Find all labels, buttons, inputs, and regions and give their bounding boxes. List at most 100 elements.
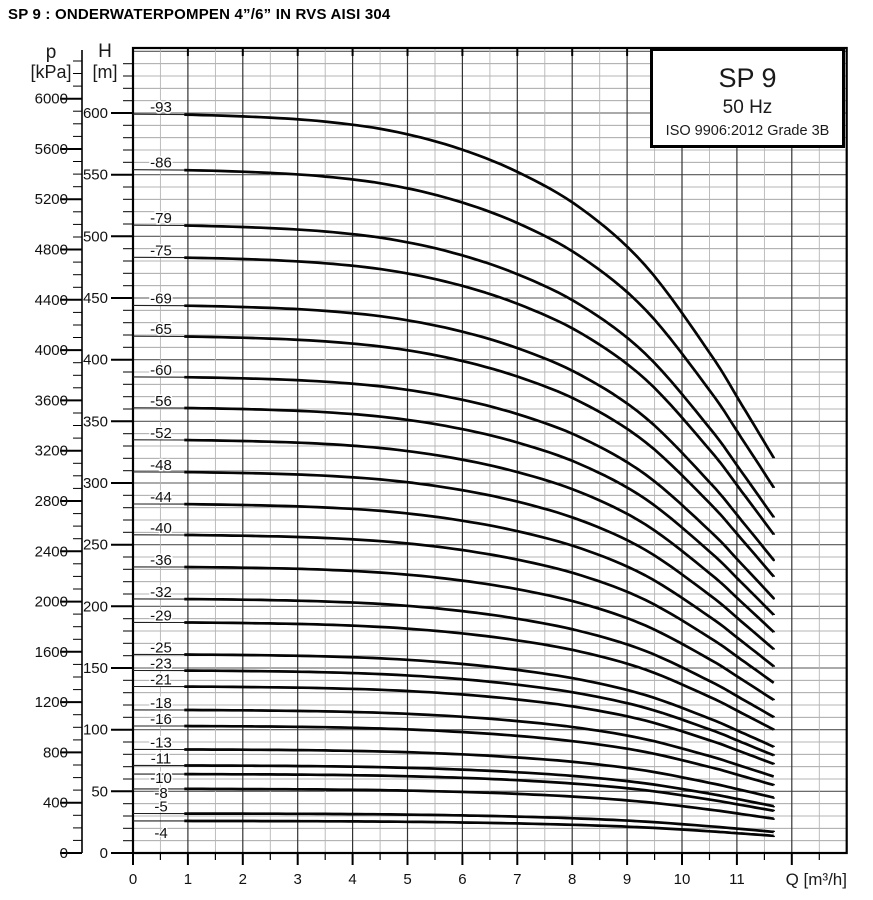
p-tick-label: 0 [60,845,68,862]
curve-label: -69 [150,290,172,307]
q-tick-label: 7 [513,871,521,888]
q-tick-label: 10 [674,871,691,888]
pressure-axis-unit: [kPa] [30,62,72,82]
curve-label: -93 [150,99,172,116]
pump-curve [184,685,776,766]
p-tick-label: 1600 [35,644,68,661]
pump-curve [184,653,776,749]
p-tick-label: 3600 [35,392,68,409]
h-tick-label: 0 [100,845,108,862]
p-tick-label: 5200 [35,191,68,208]
p-tick-label: 3200 [35,443,68,460]
curve-label: -44 [150,489,172,506]
curve-label: -65 [150,321,172,338]
legend-frequency: 50 Hz [722,97,773,118]
pump-curve [184,708,775,778]
pump-curve [184,621,776,731]
pump-curve [184,224,776,519]
q-tick-label: 1 [184,871,192,888]
curve-label: -56 [150,393,172,410]
curve-label: -36 [150,552,172,569]
head-axis-symbol: H [98,41,112,62]
pump-curve [184,168,776,489]
p-tick-label: 5600 [35,141,68,158]
h-tick-label: 250 [83,537,108,554]
q-tick-label: 9 [623,871,631,888]
curve-label: -13 [150,734,172,751]
pump-curve [184,375,776,600]
h-tick-label: 500 [83,228,108,245]
h-tick-label: 350 [83,413,108,430]
p-tick-label: 6000 [35,91,68,108]
pump-curve [184,669,776,757]
p-tick-label: 2400 [35,543,68,560]
pump-curve [184,764,776,808]
curve-label: -86 [150,155,172,172]
curve-label: -11 [151,750,172,767]
curve-label: -48 [150,457,172,474]
curve-label: -32 [150,584,172,601]
h-tick-label: 450 [83,290,108,307]
pump-curve [184,470,776,651]
q-tick-label: 4 [348,871,356,888]
pump-curve [184,438,776,634]
curve-label: -75 [150,242,172,259]
h-tick-label: 400 [83,352,108,369]
q-tick-label: 8 [568,871,576,888]
curve-label: -10 [150,770,172,787]
legend-pump-model: SP 9 [718,63,777,93]
curve-label: -16 [150,711,172,728]
pump-curve [184,724,776,787]
flow-axis-label: Q [m³/h] [785,870,847,889]
page-title: SP 9 : ONDERWATERPOMPEN 4”/6” IN RVS AIS… [8,6,391,23]
p-tick-label: 2800 [35,493,68,510]
p-tick-label: 4400 [35,292,68,309]
pump-curve [184,113,776,460]
head-axis-unit: [m] [92,62,118,82]
curve-label: -21 [150,672,172,689]
pump-curve [184,597,776,719]
curve-label: -40 [150,520,172,537]
q-tick-label: 6 [458,871,466,888]
curve-label: -4 [154,825,167,842]
h-tick-label: 550 [83,167,108,184]
pump-curve [184,819,776,838]
p-tick-label: 1200 [35,694,68,711]
h-tick-label: 100 [83,722,108,739]
p-tick-label: 2000 [35,594,68,611]
curve-label: -60 [150,362,172,379]
h-tick-label: 150 [83,660,108,677]
pump-curve [184,533,775,684]
pump-curve [184,565,776,702]
q-tick-label: 3 [294,871,302,888]
h-tick-label: 600 [83,105,108,122]
h-tick-label: 50 [91,783,108,800]
pump-curve [184,787,776,821]
curve-label: -23 [150,656,172,673]
pump-curve [184,256,776,536]
curve-label: -5 [154,799,167,816]
p-tick-label: 800 [43,744,68,761]
pump-curve [184,772,776,813]
curve-label: -18 [150,695,172,712]
p-tick-label: 4800 [35,242,68,259]
q-tick-label: 0 [129,871,137,888]
pump-curve [184,812,776,834]
pump-curve [184,335,776,578]
legend-box: SP 9 50 Hz ISO 9906:2012 Grade 3B [650,48,845,148]
pump-curve [184,406,776,617]
curve-label: -52 [150,425,172,442]
pump-curve [184,748,776,799]
q-tick-label: 11 [729,871,745,888]
h-tick-label: 300 [83,475,108,492]
pressure-axis-symbol: p [45,42,57,63]
p-tick-label: 4000 [35,342,68,359]
curve-label: -25 [150,639,172,656]
q-tick-label: 5 [403,871,411,888]
h-tick-label: 200 [83,598,108,615]
q-tick-label: 2 [239,871,247,888]
curve-label: -8 [154,785,167,802]
p-tick-label: 400 [43,795,68,812]
